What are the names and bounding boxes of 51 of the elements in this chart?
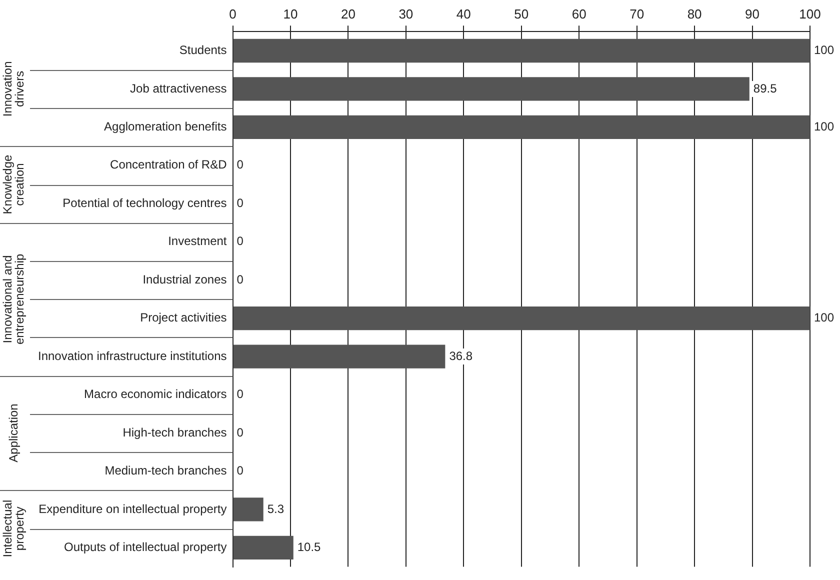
x-tick-label: 80 [687,6,702,22]
data-label: 0 [236,196,244,210]
text: Application [6,404,20,462]
data-label: 10.5 [297,540,322,554]
y-tick-label: Investment [168,234,228,248]
y-tick-label: Industrial zones [142,272,227,286]
data-label: 0 [236,387,244,402]
bar [233,536,294,560]
x-tick-label: 50 [514,6,529,22]
y-tick-label: Concentration of R&D [110,158,228,172]
data-label: 0 [236,234,244,248]
y-tick-label: Medium-tech branches [104,464,227,478]
x-tick-label: 0 [229,6,236,22]
data-label: 89.5 [753,81,778,96]
bar [233,344,446,368]
y-tick-label: High-tech branches [122,425,227,440]
data-label: 0 [236,425,244,440]
data-label: 100 [814,119,834,134]
bar [233,38,810,63]
x-tick-label: 10 [283,6,298,22]
bar [233,306,810,330]
x-tick-label: 30 [398,6,414,22]
y-tick-label: Macro economic indicators [84,387,227,402]
x-tick-label: 60 [572,6,586,22]
data-label: 36.8 [449,348,473,363]
y-tick-label: Expenditure on intellectual property [38,502,227,516]
data-label: 0 [236,464,244,478]
x-tick-label: 70 [630,6,644,22]
text: Innovation drivers [0,61,26,117]
data-label: 0 [236,158,244,172]
data-label: 0 [236,272,244,286]
text: Knowledge creation [0,154,26,214]
text: Intellectual property [0,500,26,558]
data-label: 100 [814,43,834,58]
y-tick-label: Outputs of intellectual property [64,540,227,554]
x-tick-label: 20 [340,6,356,22]
data-label: 100 [814,310,834,325]
y-tick-label: Potential of technology centres [62,196,227,210]
y-tick-label: Innovation infrastructure institutions [38,348,227,363]
bar [233,498,264,522]
text: Innovational and entrepreneurship [0,254,26,345]
y-tick-label: Project activities [140,310,227,325]
x-tick-label: 40 [456,6,471,22]
x-tick-label: 90 [745,6,760,22]
bar [233,77,750,101]
bar [233,115,810,140]
x-tick-label: 100 [799,6,821,22]
y-tick-label: Agglomeration benefits [104,119,227,134]
y-tick-label: Students [179,43,227,58]
data-label: 5.3 [267,502,284,516]
y-tick-label: Job attractiveness [130,81,227,96]
